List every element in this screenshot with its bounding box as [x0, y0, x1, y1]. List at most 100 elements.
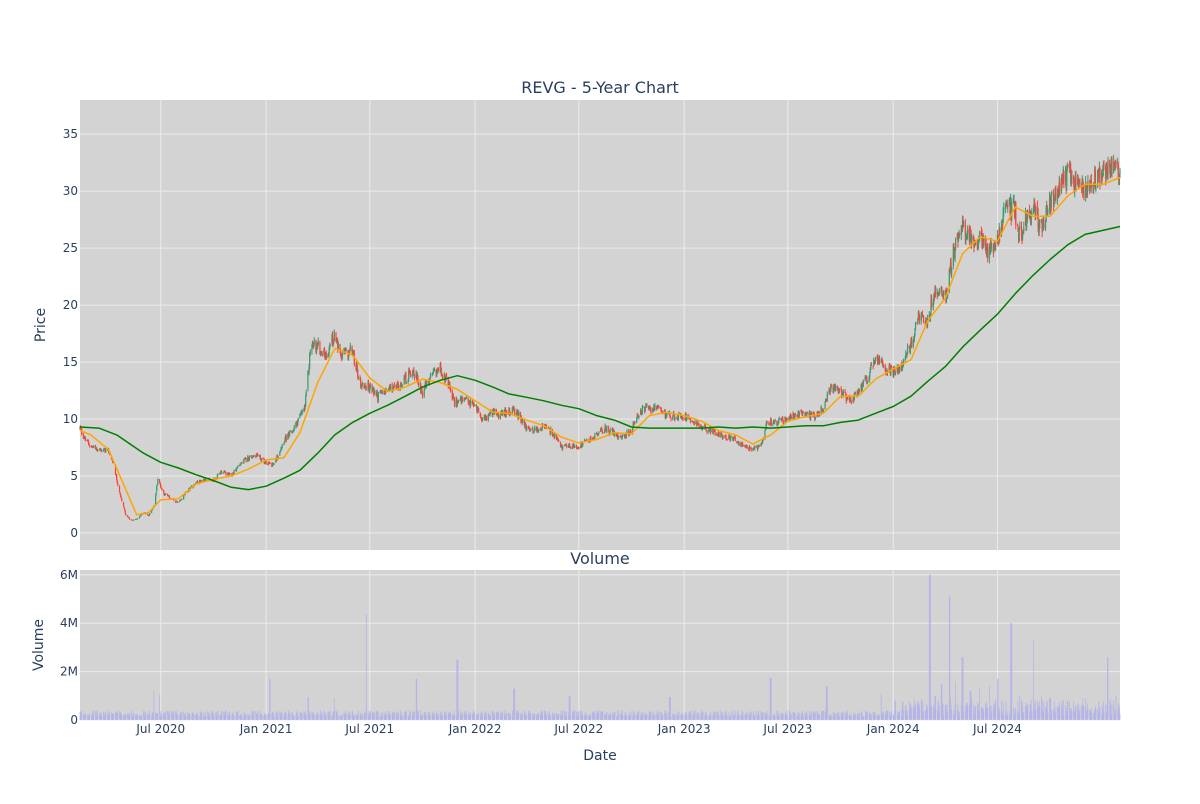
- candle-body: [1000, 226, 1003, 237]
- volume-bar: [228, 715, 230, 720]
- candle-body: [705, 429, 708, 431]
- volume-bar: [1115, 713, 1116, 720]
- volume-bar: [168, 712, 170, 720]
- volume-bar: [474, 711, 475, 720]
- candle-body: [742, 444, 744, 447]
- volume-bar: [826, 686, 828, 720]
- volume-bar: [319, 715, 321, 720]
- volume-bar: [268, 713, 270, 720]
- volume-bar: [912, 706, 914, 720]
- candle-body: [952, 244, 954, 267]
- volume-bar: [387, 710, 389, 720]
- volume-bar: [164, 712, 166, 720]
- candle-body: [427, 381, 429, 383]
- candle-body: [285, 435, 287, 441]
- candle-body: [963, 222, 965, 225]
- volume-bar: [681, 712, 683, 720]
- candle-body: [344, 347, 346, 354]
- candle-body: [930, 299, 933, 308]
- volume-bar: [608, 716, 610, 720]
- long-moving-average-line: [79, 225, 1121, 491]
- candle-body: [796, 415, 799, 417]
- candle-body: [1117, 163, 1119, 179]
- volume-bar: [506, 712, 508, 720]
- candle-body: [790, 415, 792, 416]
- volume-bar: [1050, 714, 1052, 720]
- volume-bar: [609, 713, 611, 720]
- volume-bar: [1098, 700, 1100, 720]
- volume-bar: [1085, 711, 1087, 720]
- volume-bar: [621, 711, 623, 720]
- volume-bar: [141, 715, 143, 720]
- volume-bar: [400, 712, 402, 720]
- volume-bar: [801, 716, 802, 720]
- volume-bar: [1002, 701, 1004, 720]
- volume-bar: [801, 712, 803, 720]
- volume-bar: [1069, 701, 1071, 720]
- candle-body: [464, 398, 466, 400]
- volume-bar: [946, 704, 948, 720]
- volume-bar: [171, 710, 173, 720]
- candle-body: [669, 411, 671, 416]
- candle-body: [714, 430, 716, 435]
- volume-bar: [618, 710, 620, 720]
- candle-body: [948, 268, 950, 291]
- volume-bar: [151, 715, 152, 720]
- volume-bar: [605, 712, 607, 720]
- volume-bar: [989, 713, 991, 720]
- volume-bar: [649, 712, 651, 720]
- volume-bar: [227, 712, 229, 720]
- candle-body: [776, 421, 778, 426]
- candle-body: [500, 411, 503, 413]
- volume-bar: [481, 710, 482, 720]
- volume-bar: [796, 715, 798, 720]
- candle-body: [1039, 219, 1041, 223]
- volume-bar: [724, 715, 726, 720]
- volume-bar: [1006, 715, 1008, 720]
- volume-bar: [499, 714, 501, 720]
- volume-bar: [777, 716, 779, 720]
- volume-bar: [168, 715, 170, 720]
- candle-body: [1083, 186, 1085, 199]
- volume-bar: [340, 715, 341, 720]
- volume-bar: [108, 712, 110, 720]
- volume-bar: [856, 715, 858, 720]
- candle-body: [281, 444, 283, 448]
- volume-bar: [552, 714, 554, 720]
- candle-body: [475, 404, 477, 407]
- volume-bar: [596, 712, 598, 720]
- volume-bar: [422, 713, 423, 720]
- candle-body: [229, 473, 231, 475]
- volume-bar: [1015, 709, 1017, 720]
- volume-bar: [1107, 657, 1109, 720]
- volume-bar: [660, 712, 662, 720]
- volume-bar: [104, 711, 106, 720]
- volume-bar: [152, 712, 154, 720]
- volume-bar: [971, 699, 973, 720]
- volume-bar: [456, 659, 458, 720]
- candle-body: [197, 481, 199, 484]
- volume-bar: [457, 659, 459, 720]
- volume-bar: [180, 712, 182, 720]
- volume-bar: [869, 711, 871, 720]
- candle-body: [319, 353, 322, 355]
- candle-body: [85, 439, 87, 441]
- candle-body: [393, 384, 395, 389]
- volume-bar: [1030, 704, 1032, 720]
- volume-bar: [253, 715, 254, 720]
- candle-body: [894, 367, 896, 374]
- volume-bar: [930, 705, 932, 720]
- candle-body: [356, 364, 358, 369]
- volume-bar: [145, 711, 147, 720]
- candle-body: [425, 381, 428, 388]
- volume-bar: [125, 714, 127, 720]
- volume-bar: [1035, 709, 1037, 720]
- volume-bar: [748, 712, 750, 720]
- candle-body: [248, 459, 250, 461]
- candle-body: [909, 345, 911, 353]
- candle-body: [159, 482, 161, 485]
- candle-body: [830, 384, 832, 392]
- volume-bar: [473, 713, 474, 720]
- candle-body: [154, 495, 157, 505]
- candle-body: [664, 410, 666, 413]
